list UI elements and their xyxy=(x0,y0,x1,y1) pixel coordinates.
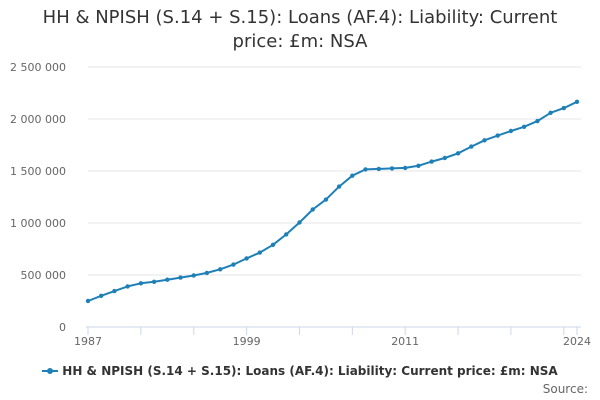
x-tick-label: 2011 xyxy=(391,335,419,348)
data-point[interactable] xyxy=(574,99,580,105)
data-point[interactable] xyxy=(191,273,196,278)
data-point[interactable] xyxy=(389,166,395,171)
data-point[interactable] xyxy=(99,293,104,298)
data-point[interactable] xyxy=(548,110,553,116)
y-tick-label: 2 500 000 xyxy=(10,61,66,74)
x-tick-label: 1987 xyxy=(74,335,102,348)
data-point[interactable] xyxy=(416,163,421,168)
y-axis-tick-labels: 0 500 000 1 000 000 1 500 000 2 000 000 2 500… xyxy=(10,61,66,334)
data-point[interactable] xyxy=(138,281,144,286)
source-label: Source: xyxy=(542,382,588,396)
legend-swatch-icon xyxy=(42,367,59,374)
gridlines xyxy=(88,66,581,276)
data-point[interactable] xyxy=(151,279,157,284)
y-tick-label: 1 500 000 xyxy=(10,165,66,178)
data-point[interactable] xyxy=(442,155,447,161)
data-point[interactable] xyxy=(85,298,91,304)
y-tick-label: 1 000 000 xyxy=(10,217,66,230)
data-point[interactable] xyxy=(376,166,381,172)
data-point[interactable] xyxy=(178,275,183,280)
data-point[interactable] xyxy=(297,220,302,225)
x-axis-tick-labels: 1987 1999 2011 2024 xyxy=(74,335,591,348)
data-point[interactable] xyxy=(231,262,236,267)
data-point[interactable] xyxy=(403,165,408,171)
axes xyxy=(86,326,581,335)
x-tick-label: 2024 xyxy=(563,335,591,348)
data-point[interactable] xyxy=(495,133,500,138)
data-point[interactable] xyxy=(204,270,210,276)
data-point[interactable] xyxy=(535,118,540,124)
x-tick-label: 1999 xyxy=(233,335,261,348)
data-point[interactable] xyxy=(284,232,289,237)
y-tick-label: 500 000 xyxy=(21,269,67,282)
series-layer xyxy=(85,99,580,304)
legend-label: HH & NPISH (S.14 + S.15): Loans (AF.4): … xyxy=(62,364,558,378)
data-point[interactable] xyxy=(469,144,474,149)
data-point[interactable] xyxy=(323,197,329,202)
data-point[interactable] xyxy=(244,256,249,261)
legend[interactable]: HH & NPISH (S.14 + S.15): Loans (AF.4): … xyxy=(0,364,600,378)
data-point[interactable] xyxy=(112,288,117,294)
data-point[interactable] xyxy=(561,105,566,111)
data-point[interactable] xyxy=(257,250,262,255)
series-line xyxy=(87,100,578,302)
y-tick-label: 0 xyxy=(59,321,66,334)
data-point[interactable] xyxy=(455,151,461,156)
data-point[interactable] xyxy=(310,207,315,212)
data-point[interactable] xyxy=(363,167,368,172)
y-tick-label: 2 000 000 xyxy=(10,113,66,126)
data-point[interactable] xyxy=(429,159,434,164)
data-point[interactable] xyxy=(350,173,355,178)
data-point[interactable] xyxy=(218,267,223,272)
data-point[interactable] xyxy=(336,184,342,189)
data-point[interactable] xyxy=(521,124,527,129)
data-point[interactable] xyxy=(508,128,514,134)
data-point[interactable] xyxy=(482,138,487,143)
data-point[interactable] xyxy=(165,277,170,282)
chart-title: HH & NPISH (S.14 + S.15): Loans (AF.4): … xyxy=(42,7,558,52)
data-point[interactable] xyxy=(125,284,130,289)
data-point[interactable] xyxy=(270,242,276,247)
